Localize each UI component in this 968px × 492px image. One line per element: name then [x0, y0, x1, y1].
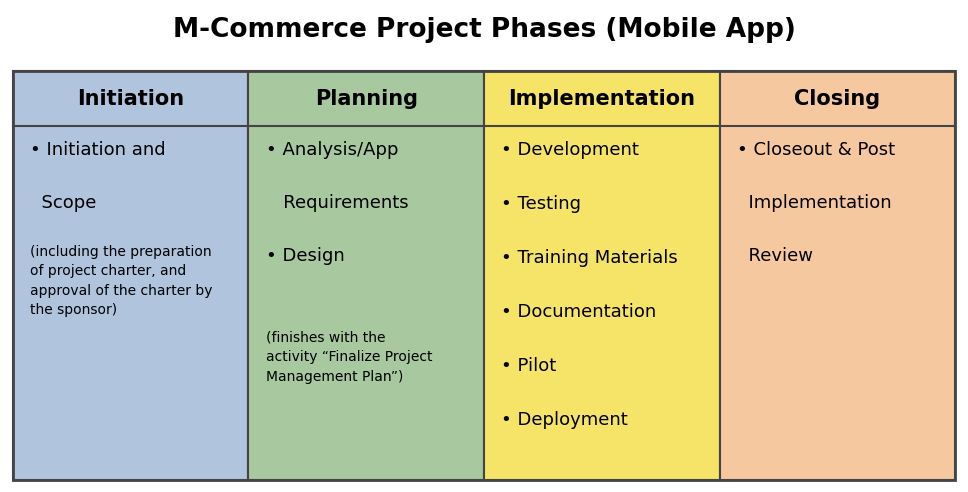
Text: Implementation: Implementation: [508, 89, 695, 109]
Text: • Testing: • Testing: [501, 195, 582, 213]
Text: • Deployment: • Deployment: [501, 411, 628, 429]
Text: • Closeout & Post

  Implementation

  Review: • Closeout & Post Implementation Review: [738, 141, 895, 265]
Text: • Training Materials: • Training Materials: [501, 249, 679, 267]
Text: (finishes with the
activity “Finalize Project
Management Plan”): (finishes with the activity “Finalize Pr…: [265, 331, 433, 384]
Text: (including the preparation
of project charter, and
approval of the charter by
th: (including the preparation of project ch…: [30, 245, 213, 317]
Text: • Analysis/App

   Requirements

• Design: • Analysis/App Requirements • Design: [265, 141, 408, 265]
Text: • Development: • Development: [501, 141, 639, 159]
Text: • Initiation and

  Scope: • Initiation and Scope: [30, 141, 166, 212]
Text: M-Commerce Project Phases (Mobile App): M-Commerce Project Phases (Mobile App): [172, 17, 796, 43]
Text: • Pilot: • Pilot: [501, 357, 557, 375]
Bar: [13, 71, 955, 480]
Bar: [248, 71, 484, 480]
Text: Closing: Closing: [795, 89, 881, 109]
Text: • Documentation: • Documentation: [501, 303, 656, 321]
Text: Planning: Planning: [315, 89, 417, 109]
Bar: [719, 71, 955, 480]
Bar: [484, 71, 720, 480]
Bar: [13, 71, 248, 480]
Text: Initiation: Initiation: [76, 89, 184, 109]
